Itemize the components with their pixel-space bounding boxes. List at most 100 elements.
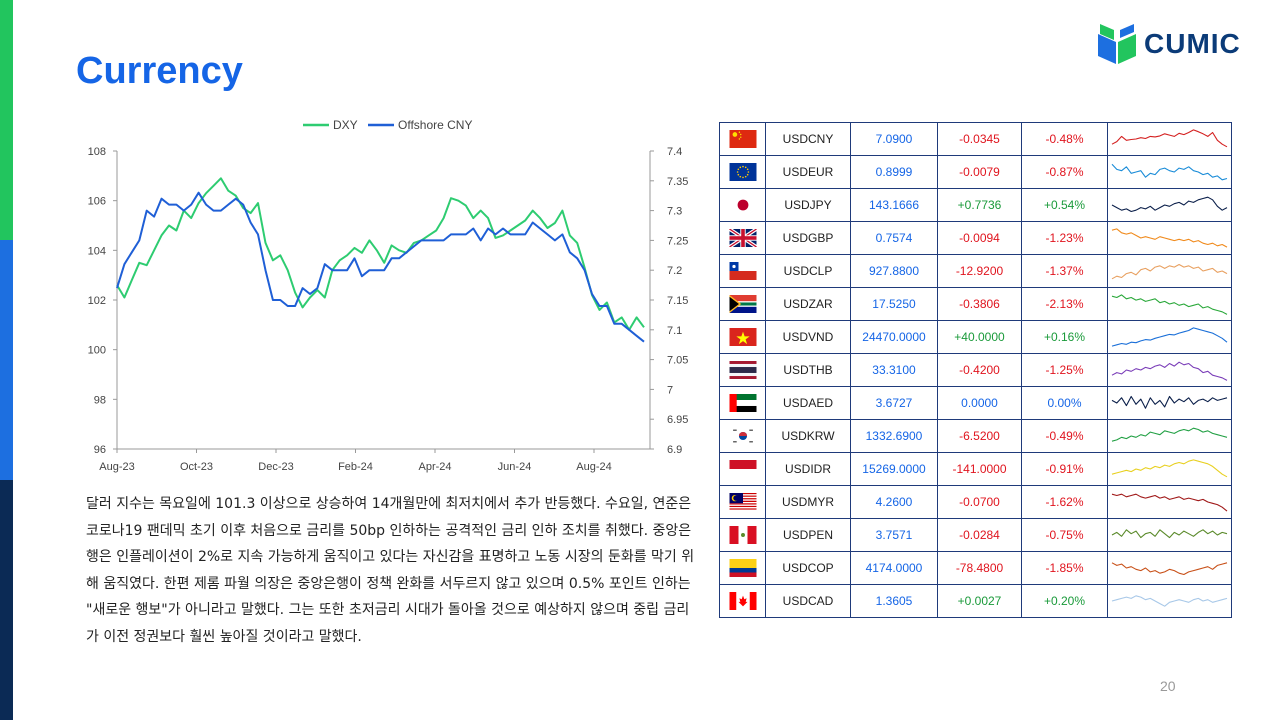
- flag-cell: [719, 386, 766, 420]
- y-right-tick-label: 7.15: [667, 295, 688, 307]
- y-right-tick-label: 7.05: [667, 355, 688, 367]
- rate-value: 15269.0000: [850, 452, 938, 486]
- sparkline-cell: [1107, 320, 1232, 354]
- fx-row-usdcny: USDCNY 7.0900 -0.0345 -0.48%: [719, 122, 1232, 156]
- flag-cell: [719, 221, 766, 255]
- fx-table: USDCNY 7.0900 -0.0345 -0.48% USDEUR 0.8999 -0.…: [719, 122, 1232, 618]
- fx-row-usdpen: USDPEN 3.7571 -0.0284 -0.75%: [719, 518, 1232, 552]
- flag-cell: [719, 287, 766, 321]
- flag-za-icon: [729, 295, 756, 313]
- change-value: -141.0000: [937, 452, 1022, 486]
- sparkline-usdaed: [1111, 395, 1228, 409]
- flag-cell: [719, 452, 766, 486]
- sparkline-usdzar: [1111, 294, 1228, 315]
- change-value: 0.0000: [937, 386, 1022, 420]
- percent-change: -2.13%: [1021, 287, 1108, 321]
- y-right-tick-label: 7.1: [667, 325, 682, 337]
- line-chart-svg: 96 98 100 102 104 106 108 6.9 6.95 7 7.05 7.1 7.15 7.…: [88, 118, 689, 473]
- sparkline-usdcny: [1111, 129, 1228, 148]
- logo-mark-icon: [1098, 24, 1136, 64]
- sparkline-usdcop: [1111, 562, 1228, 576]
- change-value: -0.0079: [937, 155, 1022, 189]
- flag-gb-icon: [728, 229, 757, 247]
- percent-change: +0.16%: [1021, 320, 1108, 354]
- flag-kr-icon: [729, 427, 756, 445]
- y-right-tick-label: 6.95: [667, 414, 688, 426]
- sparkline-cell: [1107, 386, 1232, 420]
- rate-value: 143.1666: [850, 188, 938, 222]
- y-right-tick-label: 7.2: [667, 265, 682, 277]
- flag-cl-icon: [729, 262, 756, 280]
- percent-change: -0.91%: [1021, 452, 1108, 486]
- y-right-tick-label: 7.35: [667, 176, 688, 188]
- rate-value: 1332.6900: [850, 419, 938, 453]
- currency-pair: USDMYR: [765, 485, 851, 519]
- flag-cell: [719, 419, 766, 453]
- sparkline-usdthb: [1111, 361, 1228, 381]
- rate-value: 3.6727: [850, 386, 938, 420]
- flag-cell: [719, 320, 766, 354]
- company-logo: CUMIC: [1096, 20, 1256, 68]
- fx-row-usdvnd: USDVND 24470.0000 +40.0000 +0.16%: [719, 320, 1232, 354]
- flag-jp-icon: [729, 196, 756, 214]
- currency-pair: USDTHB: [765, 353, 851, 387]
- series-line-offshore-cny: [116, 191, 645, 343]
- currency-pair: USDGBP: [765, 221, 851, 255]
- flag-ae-icon: [729, 394, 756, 412]
- x-tick-label: Oct-23: [180, 461, 213, 473]
- currency-pair: USDCOP: [765, 551, 851, 585]
- flag-cell: [719, 551, 766, 585]
- flag-co-icon: [729, 559, 756, 577]
- change-value: -0.0700: [937, 485, 1022, 519]
- x-tick-label: Jun-24: [498, 461, 532, 473]
- sparkline-cell: [1107, 221, 1232, 255]
- y-left-tick-label: 104: [88, 245, 106, 257]
- flag-cell: [719, 155, 766, 189]
- x-tick-label: Apr-24: [418, 461, 451, 473]
- sparkline-usdkrw: [1111, 427, 1228, 442]
- series-line-dxy: [116, 177, 645, 331]
- change-value: -0.0284: [937, 518, 1022, 552]
- x-tick-label: Aug-23: [99, 461, 134, 473]
- y-left-tick-label: 98: [94, 394, 106, 406]
- currency-pair: USDZAR: [765, 287, 851, 321]
- sparkline-usdjpy: [1111, 196, 1228, 213]
- flag-id-icon: [729, 460, 756, 478]
- fx-row-usdgbp: USDGBP 0.7574 -0.0094 -1.23%: [719, 221, 1232, 255]
- currency-pair: USDCLP: [765, 254, 851, 288]
- page-number: 20: [1160, 678, 1176, 694]
- y-left-tick-label: 106: [88, 196, 106, 208]
- sparkline-cell: [1107, 254, 1232, 288]
- dxy-cny-chart: 96 98 100 102 104 106 108 6.9 6.95 7 7.05 7.1 7.15 7.…: [70, 110, 700, 480]
- y-right-tick-label: 6.9: [667, 444, 682, 456]
- change-value: -12.9200: [937, 254, 1022, 288]
- change-value: -0.3806: [937, 287, 1022, 321]
- change-value: +0.7736: [937, 188, 1022, 222]
- percent-change: 0.00%: [1021, 386, 1108, 420]
- sparkline-usdidr: [1111, 459, 1228, 478]
- sparkline-usdclp: [1111, 263, 1228, 280]
- y-left-tick-label: 102: [88, 295, 106, 307]
- percent-change: -0.48%: [1021, 122, 1108, 156]
- percent-change: -1.25%: [1021, 353, 1108, 387]
- percent-change: -0.49%: [1021, 419, 1108, 453]
- y-right-tick-label: 7.25: [667, 235, 688, 247]
- fx-row-usdcad: USDCAD 1.3605 +0.0027 +0.20%: [719, 584, 1232, 618]
- fx-row-usdthb: USDTHB 33.3100 -0.4200 -1.25%: [719, 353, 1232, 387]
- flag-cn-icon: [729, 130, 756, 148]
- currency-pair: USDIDR: [765, 452, 851, 486]
- flag-cell: [719, 254, 766, 288]
- x-tick-label: Dec-23: [258, 461, 293, 473]
- sparkline-usdcad: [1111, 595, 1228, 607]
- market-commentary: 달러 지수는 목요일에 101.3 이상으로 상승하여 14개월만에 최저치에서…: [86, 496, 695, 645]
- currency-pair: USDCNY: [765, 122, 851, 156]
- sparkline-usdvnd: [1111, 327, 1228, 347]
- rate-value: 33.3100: [850, 353, 938, 387]
- currency-pair: USDAED: [765, 386, 851, 420]
- fx-row-usdaed: USDAED 3.6727 0.0000 0.00%: [719, 386, 1232, 420]
- flag-cell: [719, 584, 766, 618]
- fx-row-usdkrw: USDKRW 1332.6900 -6.5200 -0.49%: [719, 419, 1232, 453]
- sparkline-cell: [1107, 155, 1232, 189]
- sparkline-cell: [1107, 452, 1232, 486]
- fx-row-usdeur: USDEUR 0.8999 -0.0079 -0.87%: [719, 155, 1232, 189]
